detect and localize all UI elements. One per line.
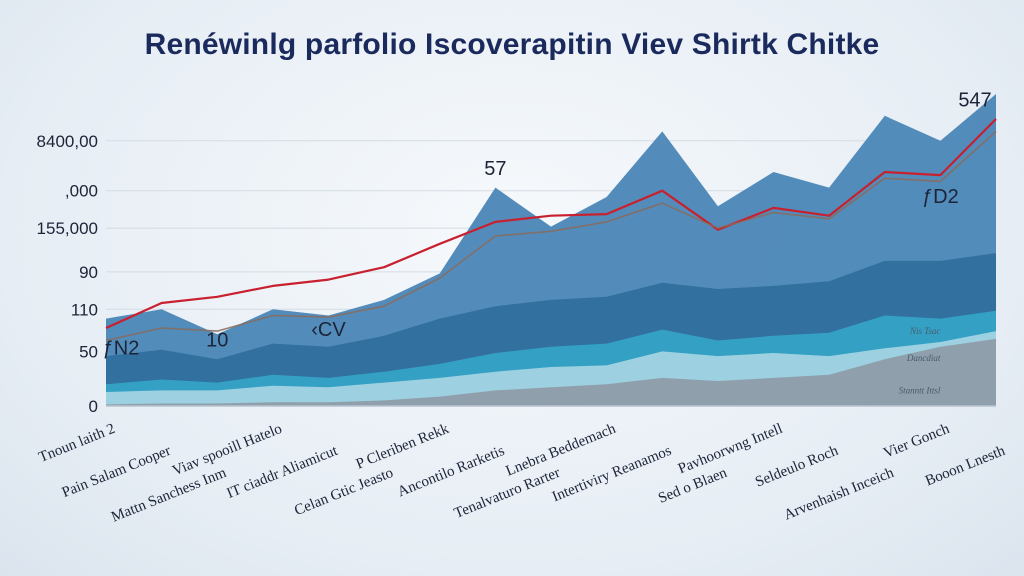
- chart-title: Renéwinlg parfolio Iscoverapitin Viev Sh…: [144, 28, 880, 61]
- y-tick-label: 0: [89, 397, 98, 416]
- line-series-trend: [105, 118, 997, 330]
- x-tick-label: Vier Gonch: [881, 421, 952, 462]
- annotation-label: Stanntt Ittsl: [899, 386, 941, 396]
- annotation-label: ‹CV: [311, 319, 346, 341]
- annotation-label: Dancdiat: [906, 353, 941, 363]
- x-tick-label: Booon Lnesth: [923, 443, 1008, 490]
- x-tick-label: P Cleriben Rekk: [354, 421, 452, 473]
- y-tick-label: 50: [79, 342, 98, 361]
- x-tick-label: Seldeulo Roch: [753, 443, 841, 491]
- y-tick-label: ,000: [65, 182, 98, 201]
- y-tick-label: 8400,00: [37, 132, 98, 151]
- line-series-baseline: [105, 130, 997, 342]
- x-tick-label: Tnoun laith 2: [37, 421, 118, 466]
- y-tick-label: 110: [71, 300, 98, 319]
- annotation-label: 547: [958, 89, 991, 111]
- annotation-label: Nis Tsac: [909, 326, 940, 336]
- annotation-label: 57: [484, 158, 506, 180]
- annotation-label: ƒN2: [103, 338, 140, 360]
- annotation-label: 10: [206, 330, 228, 352]
- y-tick-label: 90: [79, 263, 98, 282]
- annotation-label: ƒD2: [922, 186, 959, 208]
- area-series-segment-e: [106, 338, 996, 406]
- x-tick-label: Celan Gtic Jeasto: [292, 465, 395, 519]
- y-tick-label: 155,000: [37, 219, 98, 238]
